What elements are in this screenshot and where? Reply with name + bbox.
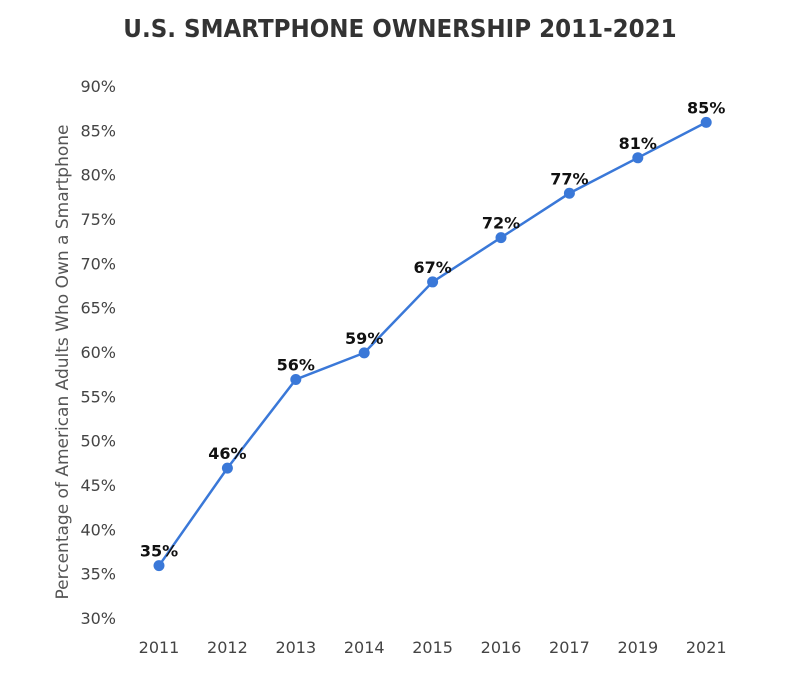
data-label: 56%	[277, 355, 315, 374]
x-tick-label: 2019	[617, 638, 658, 657]
y-tick-label: 80%	[80, 166, 116, 185]
data-label: 85%	[687, 98, 725, 117]
y-tick-label: 35%	[80, 565, 116, 584]
y-tick-label: 55%	[80, 387, 116, 406]
data-label: 35%	[140, 542, 178, 561]
x-tick-label: 2017	[549, 638, 590, 657]
x-tick-label: 2021	[686, 638, 727, 657]
data-label: 46%	[208, 444, 246, 463]
x-tick-label: 2016	[481, 638, 522, 657]
data-label: 67%	[413, 258, 451, 277]
y-tick-label: 60%	[80, 343, 116, 362]
y-axis-label: Percentage of American Adults Who Own a …	[53, 125, 73, 600]
data-point	[221, 462, 233, 474]
data-label: 77%	[550, 169, 588, 188]
data-point	[632, 152, 644, 164]
x-tick-label: 2012	[207, 638, 248, 657]
x-tick-label: 2014	[344, 638, 385, 657]
x-tick-label: 2013	[275, 638, 316, 657]
data-point	[563, 187, 575, 199]
x-tick-label: 2015	[412, 638, 453, 657]
y-tick-label: 40%	[80, 520, 116, 539]
y-tick-label: 85%	[80, 121, 116, 140]
data-point	[495, 232, 507, 244]
y-tick-label: 45%	[80, 476, 116, 495]
data-point	[290, 373, 302, 385]
data-label: 81%	[619, 134, 657, 153]
y-tick-label: 30%	[80, 609, 116, 628]
y-tick-label: 70%	[80, 254, 116, 273]
y-tick-label: 50%	[80, 432, 116, 451]
chart-title: U.S. SMARTPHONE OWNERSHIP 2011-2021	[123, 14, 677, 43]
y-tick-label: 65%	[80, 299, 116, 318]
y-tick-label: 90%	[80, 77, 116, 96]
y-tick-label: 75%	[80, 210, 116, 229]
data-label: 59%	[345, 329, 383, 348]
x-tick-label: 2011	[139, 638, 180, 657]
data-point	[700, 116, 712, 128]
series-line	[157, 121, 707, 567]
data-point	[427, 276, 439, 288]
data-point	[358, 347, 370, 359]
data-point	[153, 560, 165, 572]
data-label: 72%	[482, 214, 520, 233]
